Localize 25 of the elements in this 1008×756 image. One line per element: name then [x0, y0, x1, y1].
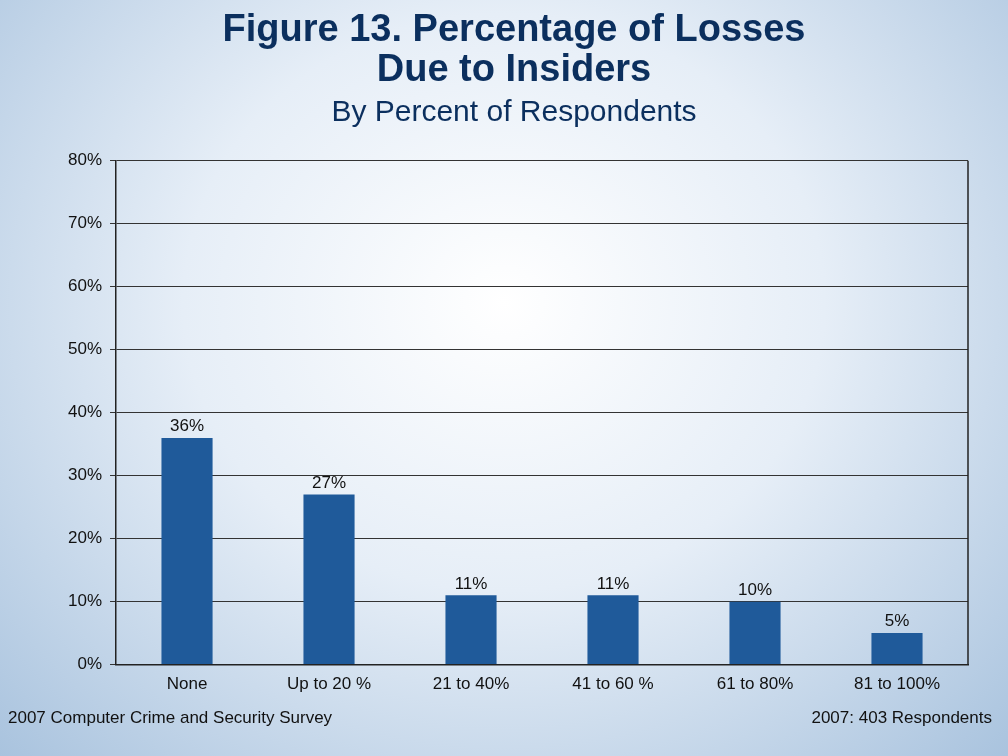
- x-tick-label: 21 to 40%: [432, 674, 510, 694]
- data-label: 11%: [596, 573, 630, 593]
- y-tick-label: 50%: [67, 339, 103, 359]
- y-tick-label: 30%: [67, 465, 103, 485]
- y-tick-label: 0%: [77, 654, 103, 674]
- y-tick-label: 80%: [67, 150, 103, 170]
- x-tick-label: 41 to 60 %: [572, 674, 654, 694]
- chart-subtitle: By Percent of Respondents: [331, 94, 697, 128]
- y-tick-label: 60%: [67, 276, 103, 296]
- x-tick-label: 81 to 100%: [853, 674, 941, 694]
- text: 2007 Computer Crime and Security Survey: [8, 708, 333, 728]
- text: Figure 13. Percentage of Losses: [222, 7, 806, 50]
- data-label: 10%: [737, 579, 773, 599]
- data-label: 27%: [312, 472, 347, 492]
- y-tick-label: 40%: [67, 402, 103, 422]
- y-tick-label: 70%: [67, 213, 103, 233]
- y-tick-label: 10%: [67, 591, 103, 611]
- x-tick-label: Up to 20 %: [286, 674, 372, 694]
- x-tick-label: 61 to 80%: [716, 674, 794, 694]
- y-tick-label: 20%: [67, 528, 103, 548]
- data-label: 36%: [170, 416, 205, 436]
- text: 2007: 403 Respondents: [811, 708, 992, 728]
- data-label: 11%: [454, 573, 488, 593]
- data-label: 5%: [884, 611, 910, 631]
- x-tick-label: None: [166, 674, 208, 694]
